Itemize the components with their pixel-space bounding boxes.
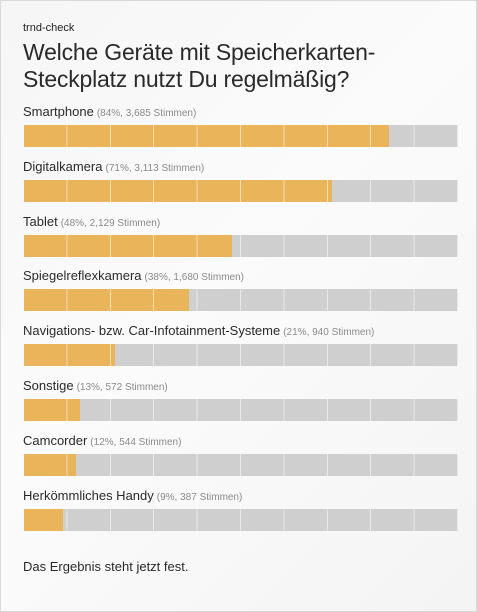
option-result-label: (71%, 3,113 Stimmen): [105, 162, 205, 174]
bar-fill: [24, 453, 77, 476]
option-label-row: Sonstige (13%, 572 Stimmen): [23, 377, 459, 397]
bar-track: [24, 125, 458, 147]
bar-fill: [24, 179, 333, 202]
bar-track: [24, 234, 458, 257]
poll-option: Camcorder (12%, 544 Stimmen): [23, 432, 459, 487]
option-result-label: (13%, 572 Stimmen): [76, 381, 168, 393]
option-label: Spiegelreflexkamera: [23, 268, 142, 284]
option-result-label: (84%, 3,685 Stimmen): [96, 108, 197, 119]
option-label: Sonstige: [23, 377, 74, 393]
bar-fill: [24, 125, 389, 147]
poll-option: Navigations- bzw. Car-Infotainment-Syste…: [23, 322, 459, 377]
poll-option: Sonstige (13%, 572 Stimmen): [23, 377, 459, 432]
poll-results: Smartphone (84%, 3,685 Stimmen) Digitalkam…: [23, 103, 459, 541]
kicker-label: trnd-check: [23, 22, 75, 34]
option-label: Camcorder: [23, 432, 88, 448]
bar-fill: [24, 508, 64, 531]
bar-fill: [24, 344, 116, 367]
bar-gridlines: [24, 453, 458, 476]
bar-track: [24, 453, 458, 476]
option-label-row: Camcorder (12%, 544 Stimmen): [23, 432, 459, 452]
result-status: Das Ergebnis steht jetzt fest.: [23, 559, 189, 574]
option-result-label: (48%, 2,129 Stimmen): [60, 217, 161, 229]
poll-option: Herkömmliches Handy (9%, 387 Stimmen): [23, 487, 459, 542]
option-label-row: Smartphone (84%, 3,685 Stimmen): [23, 103, 459, 123]
option-label: Navigations- bzw. Car-Infotainment-Syste…: [23, 323, 281, 339]
poll-option: Spiegelreflexkamera (38%, 1,680 Stimmen): [23, 267, 459, 322]
option-label-row: Navigations- bzw. Car-Infotainment-Syste…: [23, 322, 459, 342]
poll-option: Tablet (48%, 2,129 Stimmen): [23, 213, 459, 268]
option-label: Tablet: [23, 213, 58, 229]
bar-track: [24, 344, 458, 367]
option-result-label: (21%, 940 Stimmen): [283, 327, 375, 339]
bar-fill: [24, 398, 81, 421]
bar-track: [24, 398, 458, 421]
option-label-row: Spiegelreflexkamera (38%, 1,680 Stimmen): [23, 267, 459, 287]
bar-track: [24, 508, 458, 531]
option-label-row: Digitalkamera (71%, 3,113 Stimmen): [23, 158, 459, 178]
bar-gridlines: [24, 508, 458, 531]
poll-option: Smartphone (84%, 3,685 Stimmen): [23, 103, 459, 158]
option-result-label: (38%, 1,680 Stimmen): [144, 272, 245, 284]
bar-track: [24, 179, 458, 202]
bar-fill: [24, 234, 233, 257]
option-label: Digitalkamera: [23, 158, 103, 174]
poll-question: Welche Geräte mit Speicherkarten-Steckpl…: [23, 39, 376, 92]
option-label-row: Herkömmliches Handy (9%, 387 Stimmen): [23, 487, 459, 507]
option-label: Herkömmliches Handy: [23, 487, 154, 503]
option-label-row: Tablet (48%, 2,129 Stimmen): [23, 213, 459, 233]
poll-option: Digitalkamera (71%, 3,113 Stimmen): [23, 158, 459, 213]
option-result-label: (12%, 544 Stimmen): [90, 436, 182, 448]
bar-gridlines: [24, 398, 458, 421]
option-result-label: (9%, 387 Stimmen): [156, 491, 243, 503]
option-label: Smartphone: [23, 104, 94, 119]
bar-fill: [24, 289, 189, 312]
bar-track: [24, 289, 458, 312]
